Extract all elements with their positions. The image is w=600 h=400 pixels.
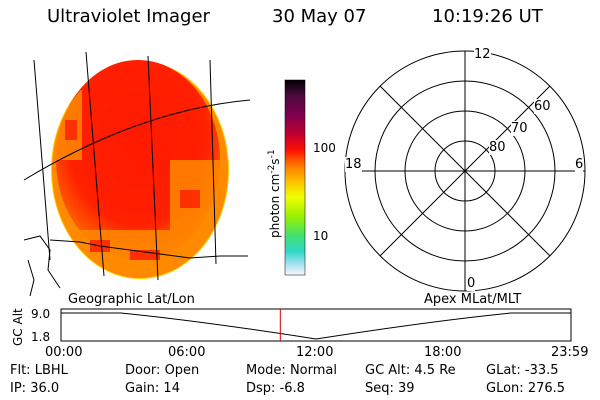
strip-right-title: Apex MLat/MLT [424,292,522,307]
longitude-line [33,59,51,261]
strip-ylabel: GC Alt [11,308,25,346]
status-field-door: Door: Open [125,363,200,378]
lat-label-80: 80 [489,140,506,155]
lat-label-60: 60 [534,99,551,114]
status-field-ip: IP: 36.0 [10,381,60,396]
longitude-line [147,55,159,281]
altitude-curve [61,312,571,340]
status-field-mode: Mode: Normal [246,363,337,378]
status-field-dsp: Dsp: -6.8 [246,381,305,396]
latitude-line [23,99,251,181]
colorbar-tick-10: 10 [313,229,329,243]
status-field-glat: GLat: -33.5 [486,363,559,378]
status-field-gain: Gain: 14 [125,381,180,396]
lat-label-70: 70 [511,121,528,136]
colorbar-unit-label: photon cm-2s-1 [267,149,282,238]
mlt-label-12: 12 [474,47,491,62]
uv-image [23,51,251,297]
mlt-label-0: 0 [467,276,476,291]
longitude-line [85,51,105,277]
status-field-filter: Flt: LBHL [10,363,68,378]
status-field-glon: GLon: 276.5 [486,381,566,396]
coastline [23,235,248,297]
strip-ytick-top: 9.0 [31,307,51,321]
strip-ytick-bottom: 1.8 [31,330,51,344]
instrument-title: Ultraviolet Imager [47,6,210,27]
mlt-label-18: 18 [345,157,362,172]
time-label: 10:19:26 UT [432,6,543,27]
strip-xtick-0000: 00:00 [45,345,83,360]
colorbar [284,79,306,276]
status-field-gcalt: GC Alt: 4.5 Re [365,363,456,378]
mlt-label-6: 6 [575,157,584,172]
strip-xtick-0600: 06:00 [168,345,206,360]
strip-xtick-2359: 23:59 [551,345,589,360]
strip-left-title: Geographic Lat/Lon [68,292,195,307]
date-label: 30 May 07 [272,6,367,27]
polar-plot [344,50,586,292]
status-field-seq: Seq: 39 [365,381,415,396]
strip-xtick-1200: 12:00 [296,345,334,360]
colorbar-tick-100: 100 [313,141,336,155]
strip-xtick-1800: 18:00 [424,345,462,360]
longitude-line [209,59,217,265]
altitude-strip [60,308,572,342]
